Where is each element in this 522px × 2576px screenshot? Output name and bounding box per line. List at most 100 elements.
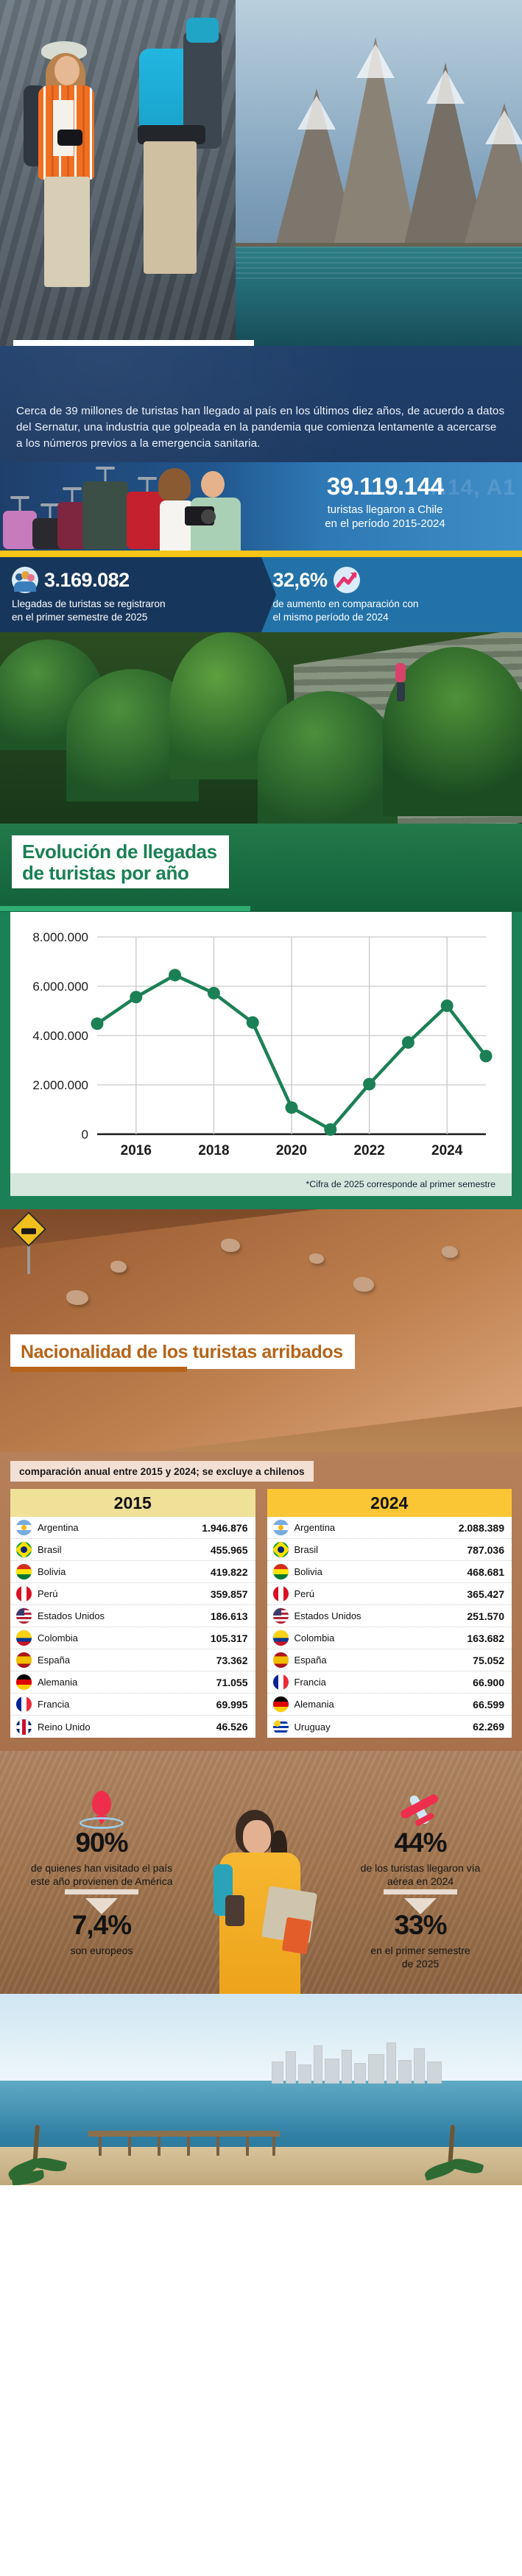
percentage-caption-line-2: de 2025 (401, 1958, 440, 1970)
stat-caption-line-1: Llegadas de turistas se registraron (12, 598, 166, 610)
table-row: Francia 69.995 (10, 1694, 255, 1716)
chart-title-line-2: de turistas por año (22, 862, 189, 885)
yellow-divider (0, 551, 522, 558)
table-row: España 73.362 (10, 1649, 255, 1672)
table-row: Brasil 787.036 (267, 1539, 512, 1562)
chart-section: Evolución de llegadas de turistas por añ… (0, 824, 522, 1210)
person-head (15, 573, 23, 581)
y-axis-tick-label: 8.000.000 (32, 930, 88, 944)
building (414, 2048, 425, 2084)
stat-header: 3.169.082 (12, 567, 251, 594)
country-name: Francia (294, 1677, 326, 1688)
percentage-caption: en el primer semestre de 2025 (332, 1944, 509, 1970)
person-body (14, 581, 36, 592)
x-axis-tick-label: 2024 (431, 1143, 463, 1158)
table-row: Perú 359.857 (10, 1583, 255, 1606)
flag-bolivia-icon (16, 1564, 32, 1580)
hero-image: Zoom a la llegada de TURISTAS A CHILE (0, 0, 522, 346)
country-value: 1.946.876 (202, 1521, 248, 1534)
country-value: 105.317 (210, 1632, 248, 1644)
mountain-peak (460, 103, 522, 258)
data-point (440, 999, 454, 1013)
data-point (169, 969, 182, 982)
pier-leg (216, 2137, 219, 2156)
flag-brazil-icon (272, 1542, 289, 1558)
country-value: 73.362 (216, 1654, 248, 1666)
data-point (479, 1050, 493, 1063)
road-sign-icon (10, 1211, 47, 1248)
country-name: Estados Unidos (294, 1610, 361, 1622)
percentage-card-air: 44% de los turistas llegaron vía aérea e… (332, 1791, 509, 1888)
country-name: Argentina (38, 1522, 79, 1534)
chart-title-underline (0, 906, 250, 912)
percentage-caption: de quienes han visitado el país este año… (13, 1861, 190, 1888)
country-name: Uruguay (294, 1721, 331, 1733)
data-point (130, 991, 143, 1004)
country-name: Alemania (294, 1699, 334, 1710)
percentage-card-semester: 33% en el primer semestre de 2025 (332, 1911, 509, 1970)
table-row: Argentina 2.088.389 (267, 1517, 512, 1540)
table-row: Perú 365.427 (267, 1583, 512, 1606)
nationality-column-2015: 2015 Argentina 1.946.876 Brasil 455.965 Boliv… (10, 1489, 255, 1738)
lake (221, 247, 522, 346)
line-chart-svg: 0 2.000.000 4.000.000 6.000.000 8.000.000 201… (32, 930, 493, 1158)
table-row: Bolivia 468.681 (267, 1561, 512, 1584)
data-point (207, 986, 220, 999)
country-name: Reino Unido (38, 1721, 91, 1733)
column-year-header: 2015 (10, 1489, 255, 1518)
background-text: A14, A1 (431, 475, 516, 500)
dune (0, 1209, 522, 1453)
table-row: Brasil 455.965 (10, 1539, 255, 1562)
building (298, 2064, 311, 2084)
nationality-subtitle: comparación anual entre 2015 y 2024; se … (10, 1461, 314, 1482)
percentage-value: 33% (394, 1910, 447, 1941)
percentage-value: 44% (394, 1827, 447, 1858)
pin-ring (80, 1817, 124, 1830)
country-name: España (294, 1655, 327, 1666)
percentage-caption-line-1: de quienes han visitado el país (30, 1862, 173, 1875)
flag-germany-icon (16, 1674, 32, 1691)
percentage-caption-line-1: en el primer semestre (370, 1945, 470, 1957)
percentage-value: 90% (75, 1827, 128, 1858)
table-row: Francia 66.900 (267, 1671, 512, 1694)
country-value: 163.682 (467, 1632, 504, 1644)
stat-caption-line-2: el mismo período de 2024 (272, 611, 389, 623)
man-face (201, 471, 225, 498)
intro-section: Cerca de 39 millones de turistas han lle… (0, 346, 522, 462)
hiker-jacket (395, 663, 406, 683)
pier-leg (187, 2137, 190, 2156)
title-line-1: Zoom a la llegada de (13, 340, 254, 346)
building (314, 2045, 322, 2084)
headline-caption-line-1: turistas llegaron a Chile (327, 503, 443, 517)
chart-footnote: *Cifra de 2025 corresponde al primer sem… (10, 1173, 512, 1197)
country-name: Alemania (38, 1677, 78, 1688)
face (54, 56, 80, 85)
pier-leg (99, 2137, 102, 2156)
secondary-stats: 3.169.082 Llegadas de turistas se regist… (0, 557, 522, 633)
chart-card: 0 2.000.000 4.000.000 6.000.000 8.000.000 201… (10, 912, 512, 1174)
building (354, 2063, 366, 2084)
percentage-caption-line-2: aérea en 2024 (387, 1875, 454, 1888)
country-value: 69.995 (216, 1698, 248, 1710)
percentages-section: 90% de quienes han visitado el país este… (0, 1751, 522, 1995)
y-axis-tick-label: 2.000.000 (32, 1078, 88, 1092)
chart-header: Evolución de llegadas de turistas por añ… (0, 824, 522, 913)
chart-bottom-padding (0, 1196, 522, 1210)
flag-colombia-icon (16, 1630, 32, 1646)
flag-spain-icon (272, 1652, 289, 1669)
rock (110, 1261, 127, 1273)
rock (309, 1253, 324, 1264)
country-name: Perú (38, 1588, 58, 1600)
sign-post (27, 1240, 30, 1275)
data-point (324, 1123, 337, 1136)
country-value: 46.526 (216, 1721, 248, 1733)
table-row: Colombia 105.317 (10, 1627, 255, 1650)
arrow-down-left (13, 1885, 190, 1915)
stat-header: 32,6% (273, 567, 512, 594)
data-point (246, 1016, 259, 1029)
chart-title: Evolución de llegadas de turistas por añ… (12, 835, 229, 889)
country-value: 365.427 (467, 1588, 504, 1600)
building (342, 2050, 352, 2084)
country-name: Colombia (38, 1632, 78, 1644)
x-axis-tick-label: 2016 (121, 1143, 152, 1158)
